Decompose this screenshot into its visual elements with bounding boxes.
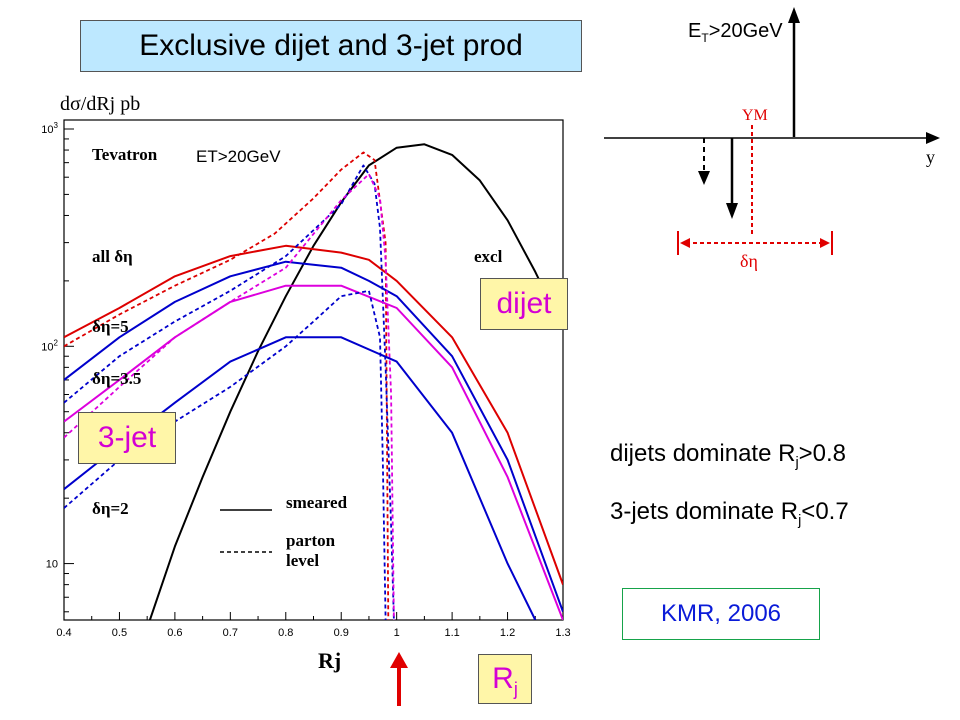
x-tick-label-3: 0.7	[223, 627, 238, 639]
rapidity-diagram: y YM δη	[604, 7, 940, 271]
note-dijets: dijets dominate Rj>0.8	[610, 440, 847, 471]
legend-smeared-label: smeared	[286, 493, 348, 512]
series-line-5	[64, 284, 563, 620]
series-line-3	[64, 260, 563, 613]
y-axis-label: dσ/dRj pb	[60, 93, 140, 115]
legend-parton-label: parton	[286, 531, 336, 550]
y-tick-label-2: 103	[41, 121, 58, 136]
kmr-citation: KMR, 2006	[622, 588, 820, 640]
deta5-label: δη=5	[92, 317, 129, 336]
series-line-2	[64, 151, 390, 620]
legend-level-label: level	[286, 551, 319, 570]
x-tick-label-5: 0.9	[334, 627, 349, 639]
y-axis-label-diagram: y	[926, 147, 935, 167]
rj-arrow	[390, 652, 408, 706]
series-line-1	[64, 244, 563, 585]
delta-eta-label: δη	[740, 251, 758, 271]
series-line-4	[64, 164, 395, 620]
dijet-label: dijet	[480, 278, 568, 330]
all-deta-label: all δη	[92, 247, 133, 266]
threejet-label: 3-jet	[78, 412, 176, 464]
x-tick-label-7: 1.1	[444, 627, 459, 639]
x-tick-label-6: 1	[394, 627, 400, 639]
deta2-label: δη=2	[92, 499, 129, 518]
x-tick-label-2: 0.6	[167, 627, 182, 639]
slide-title: Exclusive dijet and 3-jet prod	[80, 20, 582, 72]
ym-label: YM	[742, 107, 768, 124]
x-tick-label-8: 1.2	[500, 627, 515, 639]
cross-section-chart: 0.4 0.5 0.6 0.7 0.8 0.9 1 1.1 1.2 1.3 10 102 103 dσ…	[41, 93, 570, 673]
x-tick-label-1: 0.5	[112, 627, 127, 639]
deta35-label: δη=3.5	[92, 369, 141, 388]
diagram-et-cut: ET>20GeV	[688, 20, 783, 45]
tevatron-label: Tevatron	[92, 145, 158, 164]
excl-label: excl	[474, 247, 503, 266]
series-line-6	[64, 173, 395, 620]
x-tick-label-9: 1.3	[555, 627, 570, 639]
y-tick-label-1: 102	[41, 338, 58, 353]
x-tick-label-4: 0.8	[278, 627, 293, 639]
x-axis-label: Rj	[318, 648, 341, 673]
x-tick-label-0: 0.4	[56, 627, 71, 639]
note-3jets: 3-jets dominate Rj<0.7	[610, 498, 849, 529]
y-tick-label-0: 10	[46, 559, 58, 571]
rj-label: Rj	[478, 654, 532, 704]
et-cut-label: ET>20GeV	[196, 147, 281, 166]
series-line-0	[148, 143, 563, 620]
